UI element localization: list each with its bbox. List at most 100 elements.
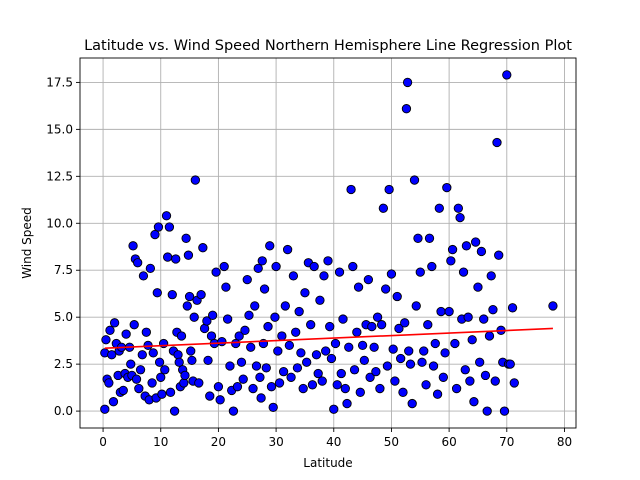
scatter-point [180,370,190,381]
scatter-point [183,250,194,260]
scatter-point [494,250,504,260]
scatter-point [167,289,177,300]
scatter-point [270,312,280,322]
scatter-point [186,346,196,356]
scatter-point [277,331,287,341]
scatter-point [107,350,117,360]
scatter-point [163,252,173,262]
scatter-point [211,267,221,277]
scatter-point [442,182,452,193]
scatter-point [423,320,433,330]
scatter-point [238,374,248,384]
scatter-point [317,376,327,386]
scatter-point [128,241,138,251]
scatter-point [432,389,443,399]
scatter-point [548,301,558,311]
scatter-point [353,282,364,292]
scatter-point [152,288,162,298]
scatter-point [266,382,277,392]
scatter-point [430,338,440,349]
scatter-point [492,137,502,148]
scatter-point [196,289,206,300]
scatter-point [372,312,383,322]
x-tick-label: 40 [326,435,341,449]
scatter-point [164,222,175,232]
scatter-point [242,274,252,285]
scatter-point [390,376,400,386]
scatter-point [321,346,331,356]
scatter-point [202,316,212,326]
scatter-point [145,263,156,274]
y-tick-label: 17.5 [46,75,73,89]
scatter-point [482,406,492,416]
scatter-point [384,184,394,195]
scatter-point [484,331,495,341]
scatter-point [296,348,306,358]
scatter-point [413,233,423,243]
scatter-point [273,346,283,356]
scatter-point [231,338,241,349]
scatter-point [261,363,271,373]
scatter-point [265,241,275,251]
x-axis-label: Latitude [303,456,352,470]
scatter-point [455,212,465,223]
x-tick-label: 70 [499,435,514,449]
y-tick-label: 0.0 [54,404,73,418]
scatter-point [342,398,352,409]
scatter-point [421,380,431,390]
scatter-point [465,376,475,386]
scatter-point [309,261,319,272]
scatter-point [369,342,379,352]
scatter-point [458,267,469,277]
scatter-point [348,261,358,272]
scatter-point [400,318,410,328]
x-tick-label: 20 [211,435,226,449]
scatter-point [282,244,293,255]
scatter-point [453,203,463,213]
scatter-point [396,353,406,364]
chart-title: Latitude vs. Wind Speed Northern Hemisph… [84,38,572,54]
scatter-point [326,353,337,364]
scatter-point [105,325,115,335]
scatter-point [486,271,496,281]
scatter-point [460,365,470,375]
scatter-point [401,104,412,114]
scatter-point [217,336,227,347]
x-tick-label: 30 [268,435,283,449]
scatter-point [313,368,323,379]
scatter-point [447,244,458,255]
scatter-point [352,327,362,337]
scatter-point [298,383,308,394]
scatter-point [131,374,142,384]
scatter-point [251,361,262,371]
scatter-point [346,184,356,195]
scatter-point [156,372,166,382]
scatter-point [411,301,421,311]
scatter-point [203,355,213,366]
scatter-point [263,321,273,332]
scatter-point [409,175,420,185]
scatter-point [171,254,181,264]
scatter-point [307,380,318,390]
scatter-point [189,312,199,322]
scatter-point [179,378,189,388]
scatter-point [221,282,231,292]
scatter-point [507,303,518,313]
scatter-point [248,383,258,394]
scatter-point [427,261,437,272]
scatter-point [219,261,229,272]
y-tick-label: 12.5 [46,169,73,183]
scatter-point [174,357,184,367]
scatter-point [215,395,225,405]
scatter-point [398,387,408,397]
scatter-point [336,368,346,379]
scatter-point [438,372,448,382]
y-tick-label: 2.5 [54,357,73,371]
scatter-point [232,382,243,392]
scatter-point [176,331,187,341]
scatter-point [490,376,500,386]
scatter-point [376,320,387,330]
scatter-point [292,363,303,373]
scatter-point [315,295,325,305]
x-tick-label: 60 [441,435,456,449]
